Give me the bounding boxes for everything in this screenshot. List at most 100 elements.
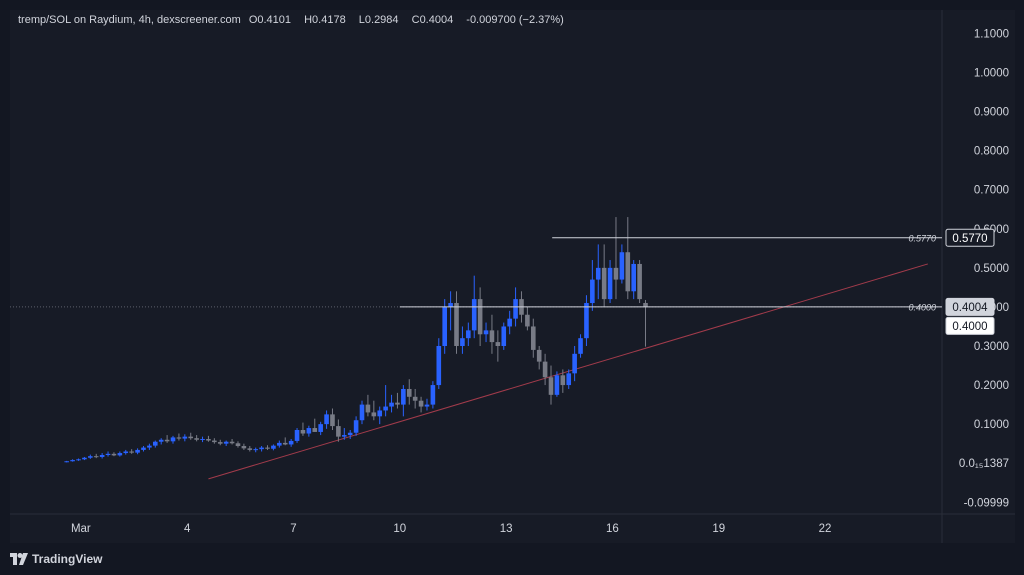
price-chart[interactable]: 1.10001.00000.90000.80000.70000.60000.50…: [10, 10, 1015, 543]
candle-body: [247, 448, 253, 450]
hline-price-label: 0.5770: [952, 233, 987, 245]
time-tick-label: 13: [500, 523, 513, 535]
candle-body: [466, 330, 471, 339]
candle-body: [359, 404, 365, 421]
candle-body: [365, 404, 371, 413]
candle-body: [306, 428, 312, 434]
tradingview-logo[interactable]: TradingView: [10, 551, 102, 567]
candle-body: [176, 437, 182, 439]
candle-body: [194, 438, 199, 440]
candle-body: [324, 414, 329, 425]
low-value: 0.2984: [364, 14, 399, 26]
candle-body: [395, 402, 400, 405]
candle-body: [572, 353, 577, 374]
price-line-inline-label: 0.4000: [908, 302, 936, 312]
candle-body: [123, 451, 129, 454]
candle-body: [371, 412, 377, 417]
candle-body: [430, 385, 436, 405]
price-tick-label: 0.0₁₅1387: [959, 458, 1009, 470]
candle-body: [584, 303, 589, 339]
symbol-title[interactable]: tremp/SOL on Raydium, 4h, dexscreener.co…: [18, 14, 241, 26]
change-value: -0.009700 (−2.37%): [466, 14, 564, 26]
candle-body: [277, 442, 282, 446]
candle-body: [418, 400, 424, 407]
candle-body: [265, 447, 270, 449]
price-labels: 0.4000 0.5770 0.5770 0.4004 0.4000: [908, 228, 995, 335]
close-label: C: [411, 14, 420, 26]
candle-body: [631, 263, 636, 292]
candle-body: [164, 439, 170, 442]
price-tick-label: 0.1000: [974, 419, 1009, 431]
candle-body: [294, 430, 300, 441]
candle-body: [566, 373, 572, 386]
tradingview-logo-text: TradingView: [32, 552, 103, 566]
last-price-label: 0.4004: [952, 302, 988, 314]
candle-body: [76, 459, 81, 461]
candle-body: [152, 441, 158, 446]
candle-body: [601, 267, 607, 300]
candle-body: [105, 453, 111, 456]
candle-body: [141, 447, 146, 450]
candle-body: [88, 456, 93, 458]
candle-body: [554, 375, 560, 395]
chart-panel[interactable]: 1.10001.00000.90000.80000.70000.60000.50…: [10, 10, 1015, 543]
candle-body: [625, 252, 631, 292]
time-tick-label: 10: [393, 523, 406, 535]
price-tick-label: -0.09999: [964, 497, 1009, 509]
trend-line: [208, 263, 928, 480]
candle-body: [235, 443, 241, 447]
candle-body: [442, 306, 447, 346]
price-tick-label: 0.8000: [974, 146, 1009, 158]
chart-legend: tremp/SOL on Raydium, 4h, dexscreener.co…: [18, 14, 569, 26]
candle-body: [336, 426, 341, 437]
candle-body: [82, 457, 87, 460]
candle-body: [542, 361, 548, 378]
candle-body: [147, 445, 152, 448]
candle-body: [282, 442, 288, 445]
time-tick-label: 7: [290, 523, 296, 535]
candle-body: [93, 456, 99, 458]
price-tick-label: 0.7000: [974, 185, 1009, 197]
candle-body: [536, 349, 542, 362]
candle-body: [259, 447, 264, 450]
candle-body: [595, 267, 601, 280]
candle-body: [212, 440, 217, 443]
trend-lines: [208, 263, 928, 480]
candle-body: [460, 338, 465, 346]
candle-body: [318, 424, 323, 432]
candle-body: [401, 388, 406, 405]
candle-body: [560, 375, 566, 386]
candle-body: [530, 326, 536, 350]
candle-body: [471, 299, 477, 331]
candle-body: [223, 441, 229, 444]
time-tick-label: Mar: [71, 523, 91, 535]
candle-body: [483, 330, 489, 335]
candle-body: [353, 420, 359, 433]
price-lines: [10, 237, 942, 308]
close-value: 0.4004: [419, 14, 454, 26]
candle-body: [300, 430, 306, 434]
candle-body: [424, 404, 430, 407]
candle-body: [312, 428, 318, 432]
candle-series: [64, 217, 648, 463]
candle-body: [229, 441, 235, 444]
candle-body: [513, 299, 518, 319]
candle-body: [64, 461, 69, 463]
candle-body: [288, 440, 294, 445]
grid-lines: [10, 10, 1015, 543]
hline-price-label-box: [945, 228, 995, 247]
candle-body: [70, 460, 75, 462]
candle-body: [341, 435, 347, 437]
candle-body: [253, 449, 258, 451]
open-label: O: [248, 14, 258, 26]
candle-body: [217, 442, 223, 444]
candle-body: [188, 436, 194, 439]
time-tick-label: 4: [184, 523, 191, 535]
candle-body: [347, 432, 353, 436]
candle-body: [637, 263, 642, 300]
price-tick-label: 1.0000: [974, 68, 1009, 80]
crosshair-price-label: 0.4000: [952, 321, 987, 333]
candle-body: [377, 410, 383, 417]
candle-body: [170, 437, 176, 442]
